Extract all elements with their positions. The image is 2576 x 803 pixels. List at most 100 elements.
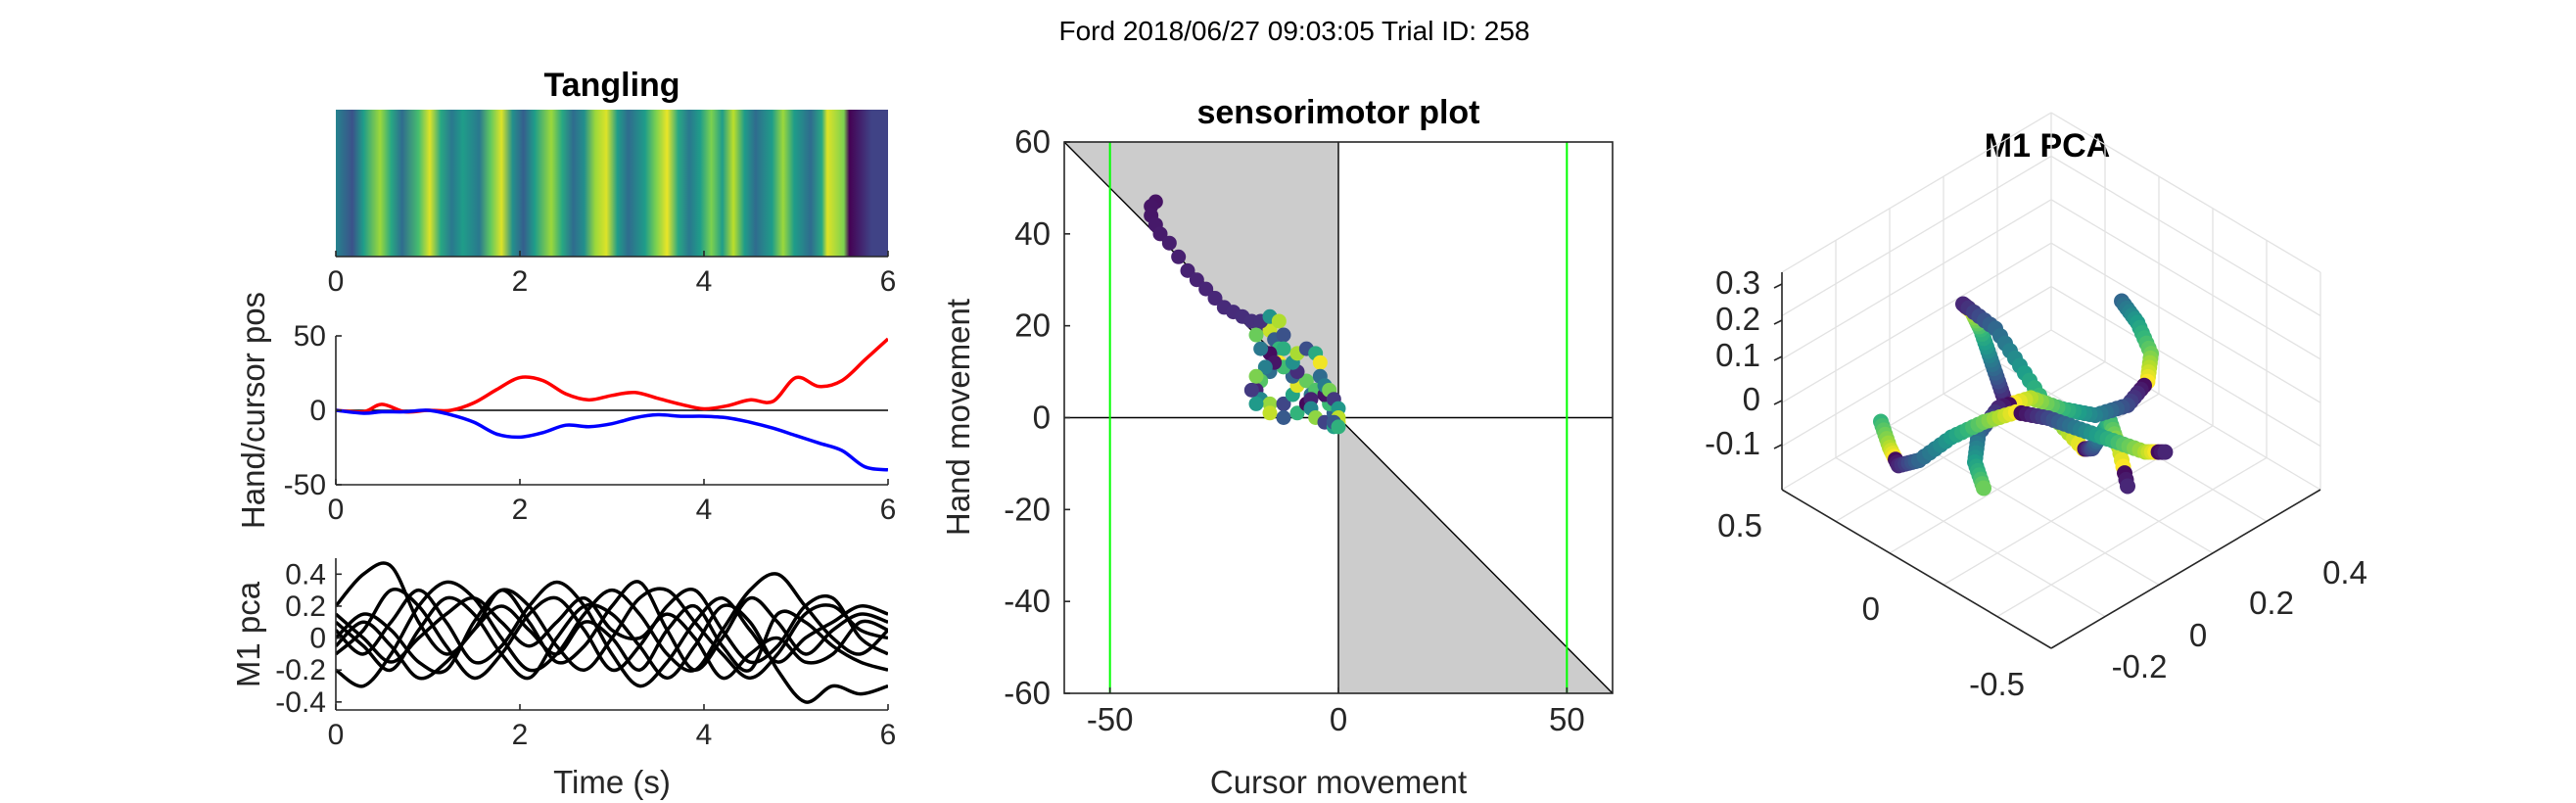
hand-cursor-series-line bbox=[336, 408, 888, 472]
sensorimotor-point bbox=[1248, 396, 1264, 411]
hand-cursor-y-tick-label: 50 bbox=[294, 320, 326, 353]
sensorimotor-point bbox=[1207, 291, 1223, 307]
hand-cursor-x-tick-label: 4 bbox=[696, 494, 713, 526]
sensorimotor-point bbox=[1312, 354, 1328, 370]
sensorimotor-y-tick-label: 40 bbox=[1014, 215, 1051, 252]
m1-pca-3d-point bbox=[2157, 444, 2174, 460]
m1-pca-3d-z-tick-mark bbox=[1773, 283, 1783, 289]
hand-cursor-x-tick-label: 2 bbox=[512, 494, 529, 526]
m1-pca-series-line bbox=[336, 587, 888, 681]
m1-pca-3d-gridline bbox=[2050, 199, 2321, 360]
sensorimotor-y-tick-label: -40 bbox=[1004, 583, 1051, 619]
sensorimotor-y-ticks: -60 -40 -20 0 20 40 60 bbox=[1004, 123, 1070, 711]
sensorimotor-panel: sensorimotor plot -50 0 50 -60 -40 -20 0 20 40 6… bbox=[940, 94, 1614, 800]
tangling-x-ticks: 0 2 4 6 bbox=[328, 251, 897, 298]
sensorimotor-point bbox=[1276, 410, 1291, 425]
m1-pca-3d-point bbox=[1976, 480, 1991, 496]
m1-pca-3d-x-tick-label: -0.2 bbox=[2112, 648, 2168, 685]
m1-pca-x-tick-label: 0 bbox=[328, 719, 345, 751]
sensorimotor-ylabel: Hand movement bbox=[940, 299, 976, 536]
m1-pca-3d-z-tick-label: -0.1 bbox=[1705, 425, 1760, 461]
m1-pca-3d-y-tick-label: 0 bbox=[1862, 590, 1880, 627]
hand-cursor-x-tick-label: 6 bbox=[880, 494, 897, 526]
sensorimotor-point bbox=[1331, 419, 1346, 435]
sensorimotor-x-ticks: -50 0 50 bbox=[1087, 687, 1585, 737]
sensorimotor-x-tick-label: -50 bbox=[1087, 701, 1134, 737]
hand-cursor-y-tick-label: -50 bbox=[284, 469, 326, 501]
sensorimotor-point bbox=[1152, 226, 1168, 242]
sensorimotor-point bbox=[1253, 341, 1269, 356]
m1-pca-series-line bbox=[336, 580, 888, 688]
m1-pca-y-ticks: -0.4-0.200.20.4 bbox=[275, 558, 342, 719]
hand-cursor-ylabel: Hand/cursor pos bbox=[235, 292, 271, 529]
m1-pca-3d-z-tick-label: 0.3 bbox=[1715, 264, 1760, 301]
m1-pca-3d-y-tick-label: 0.5 bbox=[1717, 507, 1762, 543]
m1-pca-3d-gridline bbox=[2050, 155, 2321, 316]
sensorimotor-point bbox=[1198, 281, 1214, 297]
m1-pca-x-tick-label: 2 bbox=[512, 719, 529, 751]
m1-pca-series-line bbox=[336, 595, 888, 704]
sensorimotor-point bbox=[1271, 313, 1287, 329]
m1-pca-3d-x-axis bbox=[2050, 489, 2321, 649]
m1-pca-3d-gridline bbox=[2050, 112, 2321, 273]
m1-pca-3d-gridline bbox=[2050, 286, 2321, 448]
sensorimotor-y-tick-label: -60 bbox=[1004, 675, 1051, 711]
m1-pca-y-tick-label: 0.4 bbox=[285, 558, 326, 590]
hand-cursor-y-tick-label: 0 bbox=[309, 395, 326, 427]
sensorimotor-x-tick-label: 50 bbox=[1549, 701, 1585, 737]
m1-pca-3d-x-tick-label: 0.4 bbox=[2322, 554, 2367, 590]
sensorimotor-title: sensorimotor plot bbox=[1196, 94, 1479, 131]
sensorimotor-point bbox=[1248, 368, 1264, 384]
m1-pca-3d-z-tick-mark bbox=[1773, 444, 1783, 449]
sensorimotor-point bbox=[1180, 262, 1195, 278]
m1-pca-3d-panel: M1 PCA -0.100.10.20.3-0.500.5-0.200.20.4 bbox=[1705, 112, 2367, 702]
sensorimotor-point bbox=[1262, 405, 1278, 421]
sensorimotor-point bbox=[1189, 272, 1204, 288]
m1-pca-3d-gridline bbox=[1996, 456, 2268, 618]
sensorimotor-y-tick-label: 0 bbox=[1033, 400, 1051, 436]
sensorimotor-point bbox=[1289, 405, 1305, 421]
m1-pca-3d-gridline bbox=[1781, 155, 2052, 316]
sensorimotor-y-tick-label: 20 bbox=[1014, 307, 1051, 344]
sensorimotor-point bbox=[1276, 327, 1291, 343]
tangling-heatmap bbox=[336, 110, 888, 257]
m1-pca-3d-gridline bbox=[1781, 112, 2052, 273]
m1-pca-series-line bbox=[336, 588, 888, 681]
m1-pca-3d-box bbox=[1781, 112, 2321, 649]
m1-pca-3d-z-tick-label: 0.1 bbox=[1715, 337, 1760, 373]
hand-cursor-y-ticks: -50 0 50 bbox=[284, 320, 342, 501]
sensorimotor-point bbox=[1243, 382, 1259, 398]
m1-pca-series-line bbox=[336, 596, 888, 681]
sensorimotor-point bbox=[1161, 235, 1177, 251]
m1-pca-3d-gridline bbox=[1781, 242, 2052, 403]
m1-pca-series-line bbox=[336, 604, 888, 681]
m1-pca-ylabel: M1 pca bbox=[230, 581, 266, 687]
m1-pca-xlabel: Time (s) bbox=[553, 764, 671, 800]
m1-pca-time-plot bbox=[336, 561, 888, 704]
m1-pca-3d-z-tick-mark bbox=[1773, 400, 1783, 405]
sensorimotor-plot bbox=[1064, 142, 1613, 693]
m1-pca-3d-z-tick-label: 0 bbox=[1743, 381, 1760, 417]
sensorimotor-point bbox=[1257, 359, 1273, 375]
m1-pca-x-ticks: 0 2 4 6 bbox=[328, 704, 896, 751]
m1-pca-3d-ticks: -0.100.10.20.3-0.500.5-0.200.20.4 bbox=[1705, 264, 2367, 702]
m1-pca-3d-z-tick-mark bbox=[1773, 319, 1783, 325]
m1-pca-y-tick-label: 0 bbox=[309, 623, 326, 655]
tangling-image bbox=[336, 110, 888, 257]
m1-pca-3d-gridline bbox=[1835, 456, 2106, 618]
tangling-x-tick-label: 4 bbox=[696, 265, 713, 298]
m1-pca-3d-gridline bbox=[2050, 242, 2321, 403]
m1-pca-3d-gridline bbox=[1781, 199, 2052, 360]
sensorimotor-point bbox=[1248, 327, 1264, 343]
sensorimotor-xlabel: Cursor movement bbox=[1210, 764, 1467, 800]
m1-pca-3d-trajectories bbox=[1873, 293, 2174, 496]
sensorimotor-x-tick-label: 0 bbox=[1330, 701, 1347, 737]
tangling-x-tick-label: 6 bbox=[880, 265, 897, 298]
hand-cursor-x-ticks: 0 2 4 6 bbox=[328, 479, 897, 526]
tangling-x-tick-label: 0 bbox=[328, 265, 345, 298]
m1-pca-3d-y-axis bbox=[1781, 489, 2052, 649]
hand-cursor-panel: 0 2 4 6 -50 0 50 Hand/cursor pos bbox=[235, 292, 896, 529]
m1-pca-y-tick-label: 0.2 bbox=[285, 590, 326, 623]
m1-pca-x-tick-label: 4 bbox=[696, 719, 713, 751]
